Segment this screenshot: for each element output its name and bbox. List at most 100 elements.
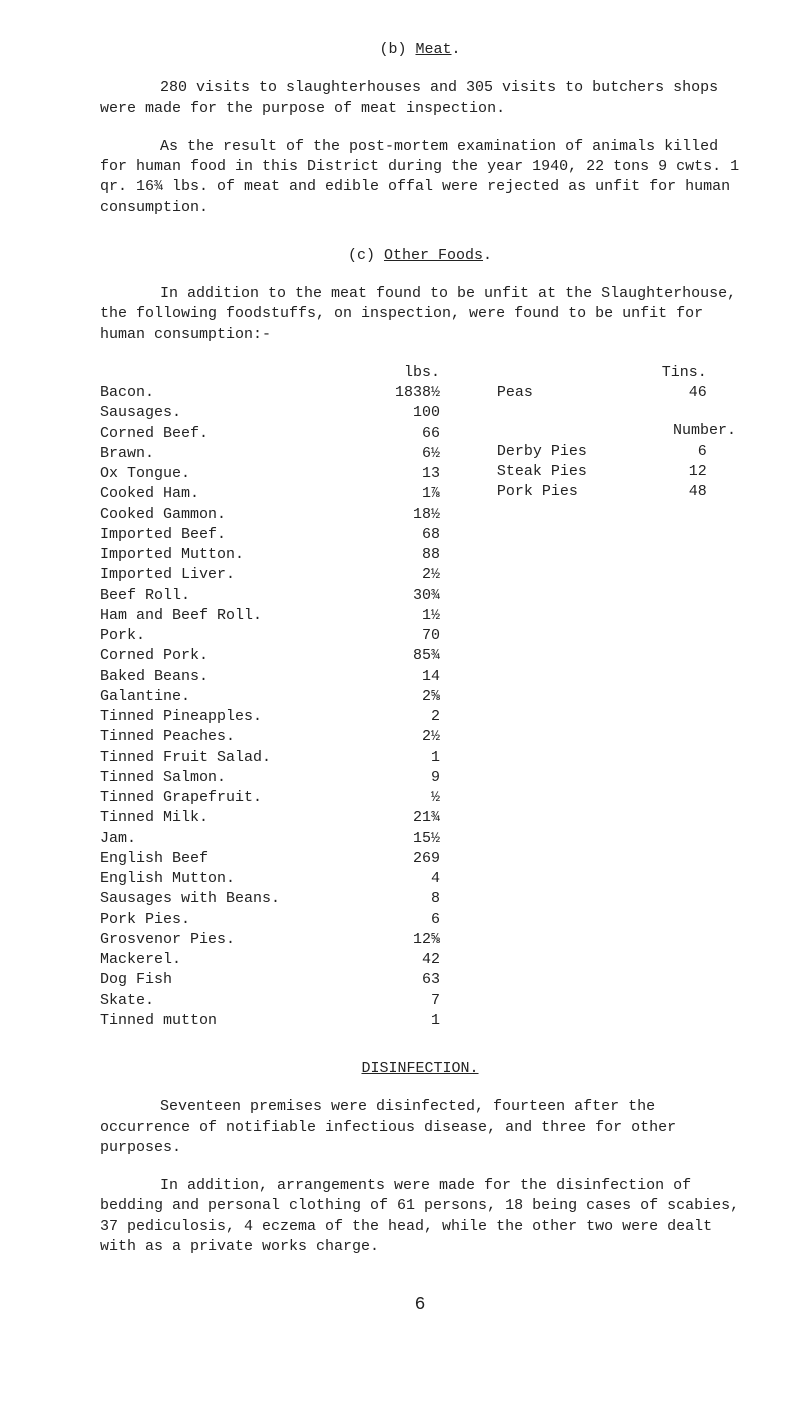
lbs-row: Imported Liver.2½ (100, 565, 471, 585)
lbs-value: ½ (360, 788, 440, 808)
lbs-value: 12⅝ (360, 930, 440, 950)
tins-name: Peas (497, 383, 637, 403)
tins-row: Peas46 (497, 383, 740, 403)
lbs-row: Tinned mutton1 (100, 1011, 471, 1031)
tins-header-label: Tins. (637, 363, 707, 383)
lbs-value: 2½ (360, 565, 440, 585)
lbs-row: English Mutton.4 (100, 869, 471, 889)
pies-value: 48 (637, 482, 707, 502)
lbs-name: Cooked Gammon. (100, 505, 360, 525)
lbs-row: Pork Pies.6 (100, 910, 471, 930)
lbs-value: 13 (360, 464, 440, 484)
lbs-name: Baked Beans. (100, 667, 360, 687)
lbs-value: 2 (360, 707, 440, 727)
meat-head-prefix: (b) (379, 41, 415, 58)
lbs-header-label: lbs. (360, 363, 440, 383)
lbs-header-row: lbs. (100, 363, 471, 383)
lbs-name: Tinned Salmon. (100, 768, 360, 788)
lbs-row: Imported Mutton.88 (100, 545, 471, 565)
tins-header-row: Tins. (497, 363, 740, 383)
lbs-name: Corned Pork. (100, 646, 360, 666)
lbs-name: Grosvenor Pies. (100, 930, 360, 950)
pies-value: 6 (637, 442, 707, 462)
pies-name: Steak Pies (497, 462, 637, 482)
lbs-row: Sausages.100 (100, 403, 471, 423)
lbs-value: 88 (360, 545, 440, 565)
lbs-name: Jam. (100, 829, 360, 849)
lbs-name: English Beef (100, 849, 360, 869)
lbs-name: Skate. (100, 991, 360, 1011)
lbs-name: Tinned Pineapples. (100, 707, 360, 727)
lbs-row: Beef Roll.30¾ (100, 586, 471, 606)
lbs-name: Pork Pies. (100, 910, 360, 930)
lbs-name: Imported Liver. (100, 565, 360, 585)
lbs-value: 66 (360, 424, 440, 444)
lbs-row: Imported Beef.68 (100, 525, 471, 545)
lbs-value: 269 (360, 849, 440, 869)
lbs-value: 2½ (360, 727, 440, 747)
disinfection-heading: DISINFECTION. (100, 1059, 740, 1079)
lbs-row: Jam.15½ (100, 829, 471, 849)
lbs-value: 42 (360, 950, 440, 970)
page-number: 6 (100, 1293, 740, 1317)
lbs-value: 8 (360, 889, 440, 909)
lbs-value: 100 (360, 403, 440, 423)
tins-value: 46 (637, 383, 707, 403)
lbs-row: Dog Fish63 (100, 970, 471, 990)
lbs-row: Ham and Beef Roll.1½ (100, 606, 471, 626)
lbs-name: Brawn. (100, 444, 360, 464)
lbs-name: English Mutton. (100, 869, 360, 889)
lbs-row: Tinned Peaches.2½ (100, 727, 471, 747)
pies-row: Derby Pies6 (497, 442, 740, 462)
lbs-name: Galantine. (100, 687, 360, 707)
lbs-value: 6½ (360, 444, 440, 464)
foodstuffs-table: lbs. Bacon.1838½Sausages.100Corned Beef.… (100, 363, 740, 1031)
section-meat-heading: (b) Meat. (100, 40, 740, 60)
lbs-column: lbs. Bacon.1838½Sausages.100Corned Beef.… (100, 363, 471, 1031)
lbs-name: Cooked Ham. (100, 484, 360, 504)
lbs-row: Cooked Ham.1⅞ (100, 484, 471, 504)
lbs-name: Beef Roll. (100, 586, 360, 606)
lbs-value: 85¾ (360, 646, 440, 666)
lbs-name: Tinned Peaches. (100, 727, 360, 747)
lbs-value: 30¾ (360, 586, 440, 606)
tins-header-spacer (497, 363, 637, 383)
lbs-row: Grosvenor Pies.12⅝ (100, 930, 471, 950)
lbs-row: Pork.70 (100, 626, 471, 646)
lbs-value: 68 (360, 525, 440, 545)
number-subheader: Number. (497, 421, 740, 441)
lbs-row: Tinned Pineapples.2 (100, 707, 471, 727)
lbs-row: English Beef269 (100, 849, 471, 869)
pies-name: Pork Pies (497, 482, 637, 502)
lbs-name: Pork. (100, 626, 360, 646)
lbs-value: 18½ (360, 505, 440, 525)
lbs-value: 7 (360, 991, 440, 1011)
lbs-value: 6 (360, 910, 440, 930)
lbs-name: Tinned Grapefruit. (100, 788, 360, 808)
lbs-row: Cooked Gammon.18½ (100, 505, 471, 525)
lbs-name: Ham and Beef Roll. (100, 606, 360, 626)
lbs-name: Tinned Milk. (100, 808, 360, 828)
lbs-name: Tinned mutton (100, 1011, 360, 1031)
paragraph-4: Seventeen premises were disinfected, fou… (100, 1097, 740, 1158)
other-head-prefix: (c) (348, 247, 384, 264)
lbs-value: 2⅝ (360, 687, 440, 707)
lbs-row: Baked Beans.14 (100, 667, 471, 687)
lbs-row: Corned Beef.66 (100, 424, 471, 444)
lbs-value: 70 (360, 626, 440, 646)
pies-value: 12 (637, 462, 707, 482)
meat-head-underline: Meat (415, 41, 451, 58)
lbs-name: Bacon. (100, 383, 360, 403)
lbs-value: 9 (360, 768, 440, 788)
lbs-row: Ox Tongue.13 (100, 464, 471, 484)
pies-row: Steak Pies12 (497, 462, 740, 482)
lbs-row: Mackerel.42 (100, 950, 471, 970)
other-head-dot: . (483, 247, 492, 264)
lbs-name: Dog Fish (100, 970, 360, 990)
lbs-row: Tinned Salmon.9 (100, 768, 471, 788)
lbs-value: 4 (360, 869, 440, 889)
lbs-value: 63 (360, 970, 440, 990)
lbs-value: 1 (360, 1011, 440, 1031)
lbs-value: 15½ (360, 829, 440, 849)
lbs-row: Tinned Fruit Salad.1 (100, 748, 471, 768)
